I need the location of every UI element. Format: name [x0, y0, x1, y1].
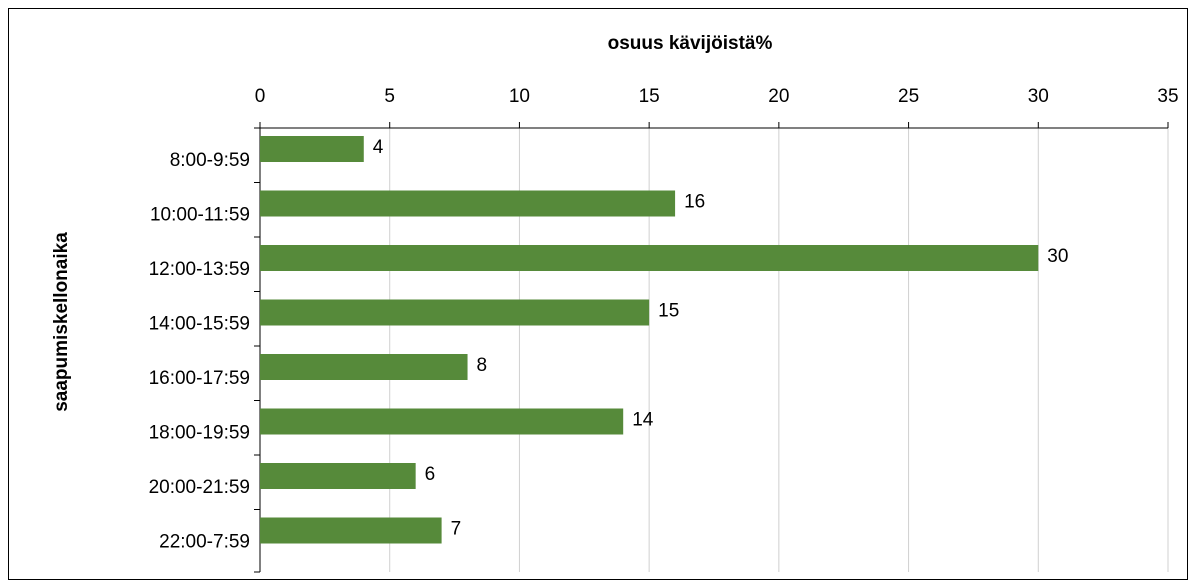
- x-tick-label: 15: [639, 86, 660, 107]
- bar: [260, 136, 364, 162]
- x-tick-label: 5: [384, 86, 395, 107]
- x-tick-label: 25: [898, 86, 919, 107]
- chart-border: [8, 8, 1188, 580]
- bar: [260, 408, 624, 435]
- y-tick-label: 18:00-19:59: [149, 423, 250, 444]
- data-label: 8: [477, 355, 488, 376]
- data-label: 14: [632, 410, 654, 431]
- bar: [260, 517, 442, 544]
- bar: [260, 354, 468, 380]
- bar: [260, 245, 1039, 271]
- y-tick-label: 10:00-11:59: [150, 205, 250, 226]
- data-label: 16: [684, 192, 705, 213]
- y-tick-label: 12:00-13:59: [149, 259, 250, 280]
- x-tick-label: 10: [509, 86, 530, 107]
- bar: [260, 463, 416, 489]
- data-label: 7: [451, 519, 462, 540]
- data-label: 4: [373, 137, 384, 158]
- y-tick-label: 16:00-17:59: [149, 368, 250, 389]
- y-tick-label: 8:00-9:59: [170, 150, 250, 171]
- x-tick-label: 30: [1028, 86, 1049, 107]
- x-tick-label: 0: [255, 86, 266, 107]
- x-tick-label: 35: [1157, 86, 1178, 107]
- x-tick-label: 20: [768, 86, 789, 107]
- y-axis-title: saapumiskellonaika: [51, 232, 72, 412]
- y-tick-label: 14:00-15:59: [149, 314, 250, 335]
- data-label: 30: [1047, 246, 1068, 267]
- data-label: 6: [425, 464, 436, 485]
- y-tick-label: 22:00-7:59: [159, 532, 250, 553]
- y-tick-label: 20:00-21:59: [149, 477, 250, 498]
- bar: [260, 299, 650, 326]
- x-axis-title: osuus kävijöistä%: [608, 33, 773, 54]
- data-label: 15: [658, 301, 679, 322]
- bar: [260, 190, 676, 217]
